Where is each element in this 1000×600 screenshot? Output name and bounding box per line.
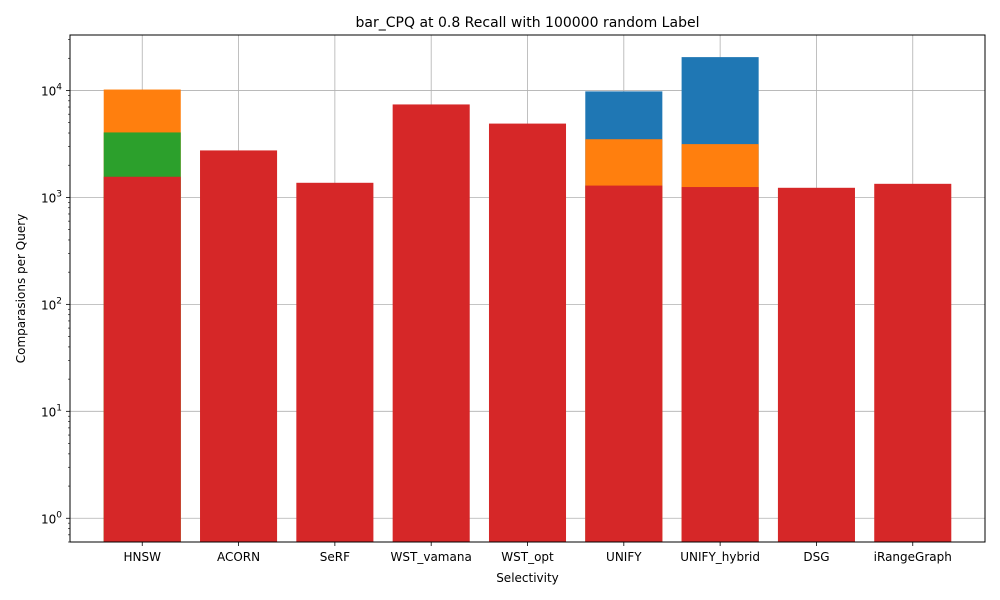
bar xyxy=(103,176,181,542)
chart-title: bar_CPQ at 0.8 Recall with 100000 random… xyxy=(356,15,700,31)
bar xyxy=(488,123,567,543)
y-tick-label: 100 xyxy=(41,510,62,526)
x-tick-label: ACORN xyxy=(217,550,260,564)
bar xyxy=(296,182,374,542)
x-tick-label: WST_vamana xyxy=(391,550,472,564)
x-axis-label: Selectivity xyxy=(496,571,559,585)
bar xyxy=(392,104,470,542)
y-tick-label: 101 xyxy=(41,403,62,419)
x-tick-label: WST_opt xyxy=(501,550,554,564)
x-tick-label: DSG xyxy=(803,550,829,564)
x-tick-label: SeRF xyxy=(320,550,350,564)
y-tick-label: 102 xyxy=(41,296,62,312)
bar xyxy=(681,187,759,542)
x-tick-label: UNIFY_hybrid xyxy=(680,550,760,564)
y-tick-label: 103 xyxy=(41,189,62,205)
x-tick-label: HNSW xyxy=(123,550,161,564)
bar xyxy=(777,187,855,542)
bar xyxy=(200,150,278,542)
ticks-layer: HNSW ACORN SeRF WST_vamana WST_opt UNIFY UNIFY… xyxy=(41,39,952,564)
y-tick-label: 104 xyxy=(41,82,62,98)
y-axis-label: Comparasions per Query xyxy=(14,214,28,363)
bars-layer xyxy=(103,57,952,543)
bar xyxy=(874,183,952,542)
x-tick-label: UNIFY xyxy=(606,550,642,564)
x-tick-label: iRangeGraph xyxy=(874,550,952,564)
bar xyxy=(585,185,663,543)
